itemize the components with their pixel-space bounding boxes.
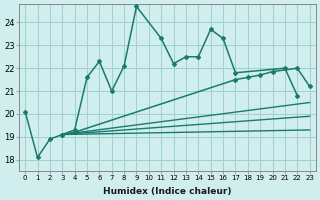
- X-axis label: Humidex (Indice chaleur): Humidex (Indice chaleur): [103, 187, 232, 196]
